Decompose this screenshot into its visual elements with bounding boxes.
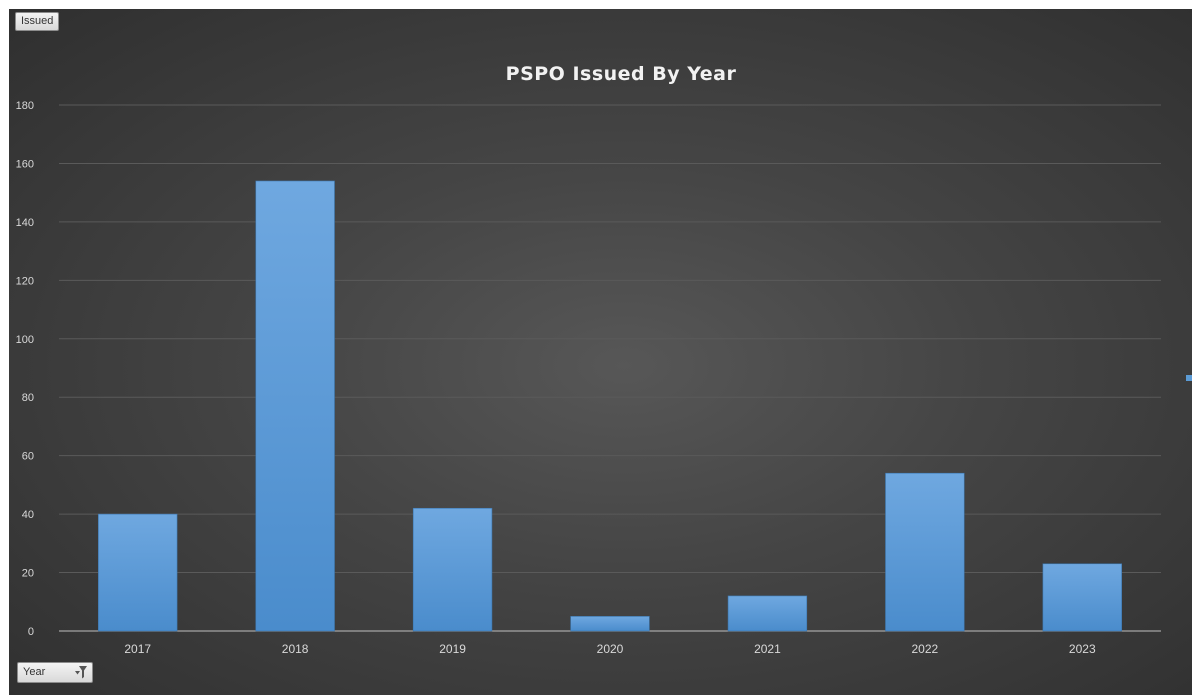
filter-icon[interactable] <box>74 665 88 680</box>
chart-title: PSPO Issued By Year <box>506 63 737 85</box>
bar-2019[interactable] <box>412 507 493 632</box>
y-tick-label: 140 <box>16 217 34 229</box>
x-tick-label: 2018 <box>282 642 309 656</box>
y-tick-label: 100 <box>16 334 34 346</box>
y-tick-label: 160 <box>16 158 34 170</box>
bar-2017[interactable] <box>98 513 178 632</box>
y-tick-label: 40 <box>22 509 34 521</box>
pivot-bar-chart: 0 20 40 60 80 100 120 140 160 180 2017 2018 2019 2020… <box>16 63 1161 656</box>
bar-2020[interactable] <box>570 616 650 632</box>
x-tick-label: 2021 <box>754 642 781 656</box>
y-tick-label: 0 <box>28 626 34 638</box>
y-tick-label: 80 <box>22 392 34 404</box>
chart-area: 0 20 40 60 80 100 120 140 160 180 2017 2018 2019 2020… <box>9 9 1192 695</box>
x-tick-label: 2022 <box>912 642 939 656</box>
axis-field-button[interactable]: Year <box>17 662 93 683</box>
y-tick-label: 60 <box>22 451 34 463</box>
y-tick-label: 20 <box>22 568 34 580</box>
bar-2023[interactable] <box>1042 563 1122 632</box>
bar-2022[interactable] <box>885 472 965 632</box>
x-tick-label: 2017 <box>124 642 151 656</box>
bar-2021[interactable] <box>727 595 808 632</box>
legend-marker <box>1186 375 1192 381</box>
bar-2018[interactable] <box>255 180 335 632</box>
x-tick-label: 2023 <box>1069 642 1096 656</box>
values-field-button[interactable]: Issued <box>15 12 60 31</box>
axis-field-label: Year <box>23 666 46 678</box>
values-field-label: Issued <box>21 15 54 27</box>
x-tick-label: 2020 <box>597 642 624 656</box>
x-tick-label: 2019 <box>439 642 466 656</box>
y-tick-label: 180 <box>16 100 34 112</box>
y-tick-label: 120 <box>16 275 34 287</box>
